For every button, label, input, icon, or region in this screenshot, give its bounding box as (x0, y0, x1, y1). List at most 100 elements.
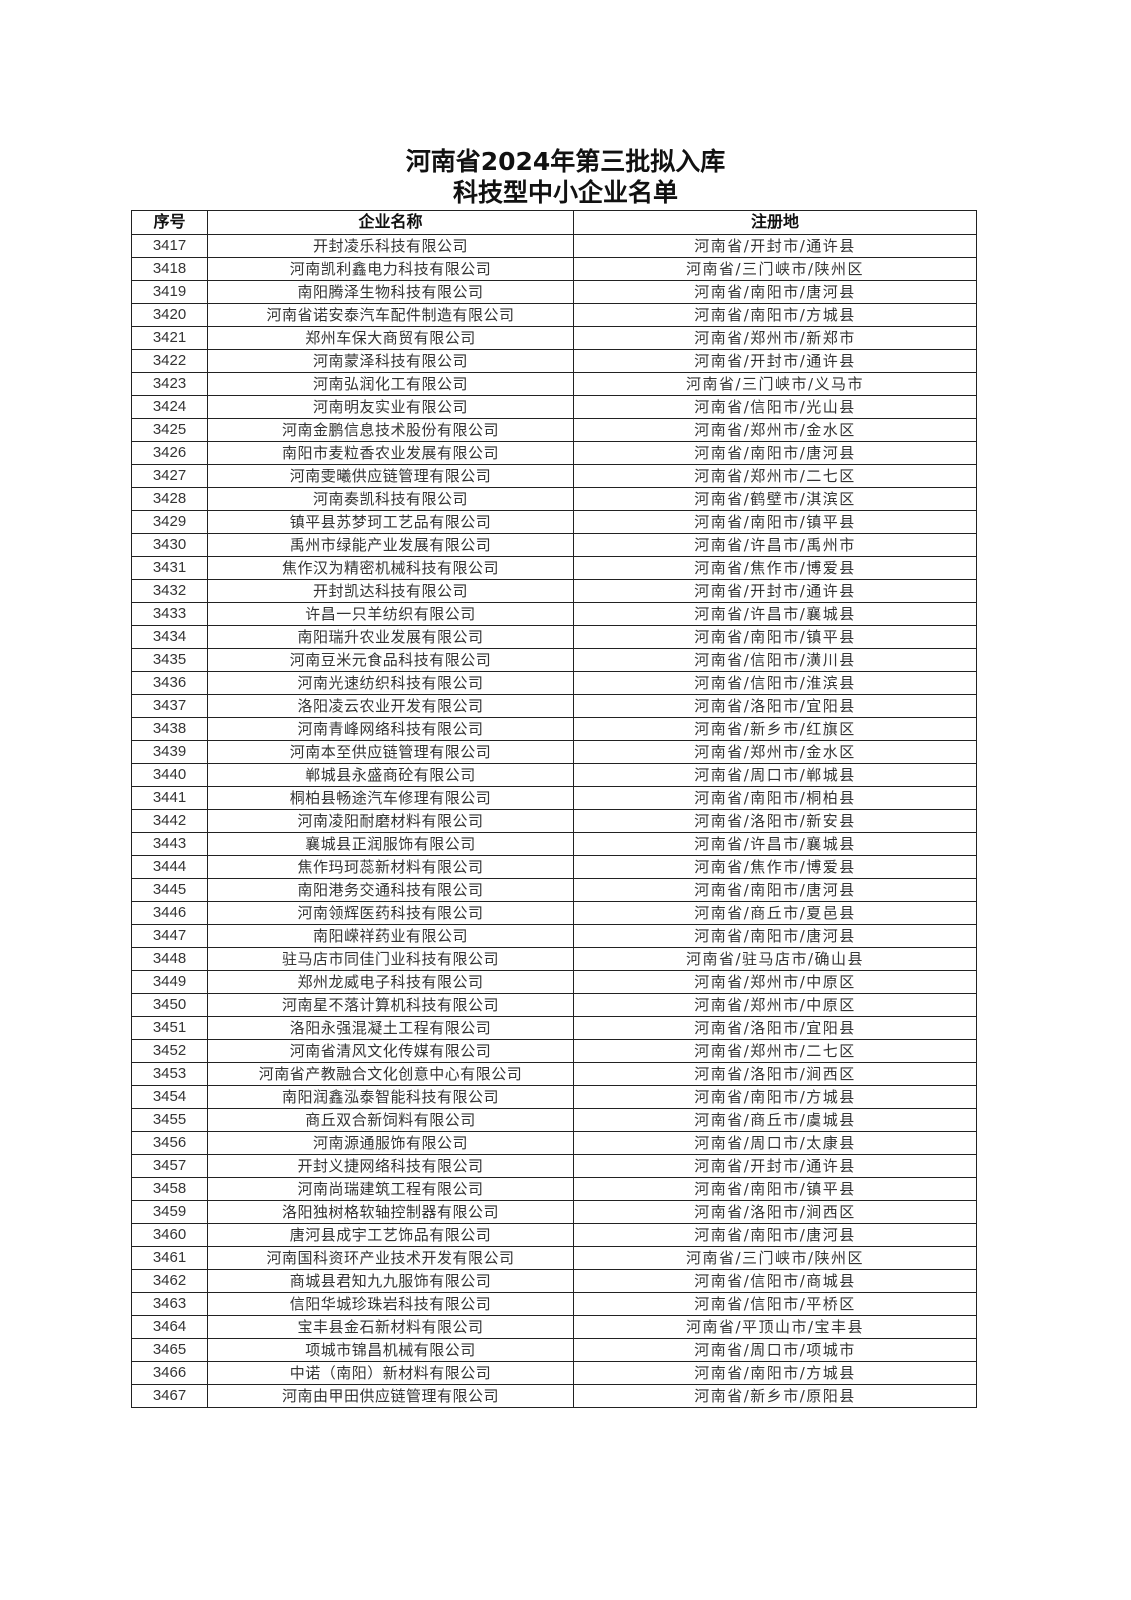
registered-location-cell: 河南省/信阳市/平桥区 (573, 1291, 977, 1316)
table-row: 3465 项城市锦昌机械有限公司 河南省/周口市/项城市 (131, 1337, 977, 1362)
company-name-cell: 河南源通服饰有限公司 (207, 1130, 574, 1155)
serial-number-cell: 3439 (131, 739, 208, 764)
serial-number-cell: 3436 (131, 670, 208, 695)
registered-location-cell: 河南省/信阳市/光山县 (573, 394, 977, 419)
registered-location-cell: 河南省/三门峡市/陕州区 (573, 256, 977, 281)
table-row: 3425 河南金鹏信息技术股份有限公司 河南省/郑州市/金水区 (131, 417, 977, 442)
company-name-cell: 洛阳凌云农业开发有限公司 (207, 693, 574, 718)
table-row: 3424 河南明友实业有限公司 河南省/信阳市/光山县 (131, 394, 977, 419)
table-row: 3446 河南领辉医药科技有限公司 河南省/商丘市/夏邑县 (131, 900, 977, 925)
registered-location-cell: 河南省/郑州市/金水区 (573, 739, 977, 764)
serial-number-cell: 3433 (131, 601, 208, 626)
table-row: 3462 商城县君知九九服饰有限公司 河南省/信阳市/商城县 (131, 1268, 977, 1293)
table-row: 3422 河南蒙泽科技有限公司 河南省/开封市/通许县 (131, 348, 977, 373)
serial-number-cell: 3425 (131, 417, 208, 442)
company-name-cell: 南阳瑞升农业发展有限公司 (207, 624, 574, 649)
serial-number-cell: 3467 (131, 1383, 208, 1408)
company-name-cell: 禹州市绿能产业发展有限公司 (207, 532, 574, 557)
table-row: 3433 许昌一只羊纺织有限公司 河南省/许昌市/襄城县 (131, 601, 977, 626)
serial-number-cell: 3426 (131, 440, 208, 465)
serial-number-cell: 3452 (131, 1038, 208, 1063)
serial-number-cell: 3451 (131, 1015, 208, 1040)
table-row: 3435 河南豆米元食品科技有限公司 河南省/信阳市/潢川县 (131, 647, 977, 672)
registered-location-cell: 河南省/洛阳市/宜阳县 (573, 693, 977, 718)
registered-location-cell: 河南省/商丘市/夏邑县 (573, 900, 977, 925)
company-name-cell: 洛阳永强混凝土工程有限公司 (207, 1015, 574, 1040)
registered-location-cell: 河南省/洛阳市/新安县 (573, 808, 977, 833)
table-row: 3464 宝丰县金石新材料有限公司 河南省/平顶山市/宝丰县 (131, 1314, 977, 1339)
serial-number-cell: 3448 (131, 946, 208, 971)
serial-number-cell: 3430 (131, 532, 208, 557)
company-name-cell: 河南青峰网络科技有限公司 (207, 716, 574, 741)
serial-number-cell: 3427 (131, 463, 208, 488)
company-name-cell: 开封凌乐科技有限公司 (207, 233, 574, 258)
table-row: 3427 河南雯曦供应链管理有限公司 河南省/郑州市/二七区 (131, 463, 977, 488)
registered-location-cell: 河南省/南阳市/方城县 (573, 1084, 977, 1109)
header-company-name: 企业名称 (207, 210, 574, 235)
serial-number-cell: 3422 (131, 348, 208, 373)
company-name-cell: 河南凌阳耐磨材料有限公司 (207, 808, 574, 833)
serial-number-cell: 3442 (131, 808, 208, 833)
table-row: 3441 桐柏县畅途汽车修理有限公司 河南省/南阳市/桐柏县 (131, 785, 977, 810)
registered-location-cell: 河南省/郑州市/中原区 (573, 992, 977, 1017)
table-row: 3456 河南源通服饰有限公司 河南省/周口市/太康县 (131, 1130, 977, 1155)
table-row: 3452 河南省清风文化传媒有限公司 河南省/郑州市/二七区 (131, 1038, 977, 1063)
serial-number-cell: 3432 (131, 578, 208, 603)
table-row: 3419 南阳腾泽生物科技有限公司 河南省/南阳市/唐河县 (131, 279, 977, 304)
registered-location-cell: 河南省/商丘市/虞城县 (573, 1107, 977, 1132)
table-row: 3418 河南凯利鑫电力科技有限公司 河南省/三门峡市/陕州区 (131, 256, 977, 281)
registered-location-cell: 河南省/焦作市/博爱县 (573, 854, 977, 879)
table-row: 3429 镇平县苏梦珂工艺品有限公司 河南省/南阳市/镇平县 (131, 509, 977, 534)
serial-number-cell: 3454 (131, 1084, 208, 1109)
document-title-line1: 河南省2024年第三批拟入库 (405, 147, 726, 176)
company-name-cell: 驻马店市同佳门业科技有限公司 (207, 946, 574, 971)
registered-location-cell: 河南省/驻马店市/确山县 (573, 946, 977, 971)
serial-number-cell: 3460 (131, 1222, 208, 1247)
serial-number-cell: 3466 (131, 1360, 208, 1385)
table-row: 3444 焦作玛珂蕊新材料有限公司 河南省/焦作市/博爱县 (131, 854, 977, 879)
registered-location-cell: 河南省/周口市/郸城县 (573, 762, 977, 787)
company-name-cell: 河南弘润化工有限公司 (207, 371, 574, 396)
enterprise-table: 序号 企业名称 注册地 3417 开封凌乐科技有限公司 河南省/开封市/通许县 341… (131, 210, 977, 1408)
registered-location-cell: 河南省/周口市/太康县 (573, 1130, 977, 1155)
company-name-cell: 河南省产教融合文化创意中心有限公司 (207, 1061, 574, 1086)
table-row: 3420 河南省诺安泰汽车配件制造有限公司 河南省/南阳市/方城县 (131, 302, 977, 327)
company-name-cell: 河南光速纺织科技有限公司 (207, 670, 574, 695)
company-name-cell: 河南奏凯科技有限公司 (207, 486, 574, 511)
company-name-cell: 南阳市麦粒香农业发展有限公司 (207, 440, 574, 465)
serial-number-cell: 3440 (131, 762, 208, 787)
table-row: 3439 河南本至供应链管理有限公司 河南省/郑州市/金水区 (131, 739, 977, 764)
registered-location-cell: 河南省/南阳市/唐河县 (573, 1222, 977, 1247)
table-row: 3438 河南青峰网络科技有限公司 河南省/新乡市/红旗区 (131, 716, 977, 741)
registered-location-cell: 河南省/洛阳市/涧西区 (573, 1199, 977, 1224)
registered-location-cell: 河南省/郑州市/金水区 (573, 417, 977, 442)
registered-location-cell: 河南省/开封市/通许县 (573, 348, 977, 373)
registered-location-cell: 河南省/三门峡市/义马市 (573, 371, 977, 396)
serial-number-cell: 3450 (131, 992, 208, 1017)
table-row: 3430 禹州市绿能产业发展有限公司 河南省/许昌市/禹州市 (131, 532, 977, 557)
registered-location-cell: 河南省/郑州市/新郑市 (573, 325, 977, 350)
registered-location-cell: 河南省/周口市/项城市 (573, 1337, 977, 1362)
registered-location-cell: 河南省/新乡市/红旗区 (573, 716, 977, 741)
registered-location-cell: 河南省/南阳市/方城县 (573, 1360, 977, 1385)
serial-number-cell: 3421 (131, 325, 208, 350)
company-name-cell: 唐河县成宇工艺饰品有限公司 (207, 1222, 574, 1247)
serial-number-cell: 3445 (131, 877, 208, 902)
table-row: 3436 河南光速纺织科技有限公司 河南省/信阳市/淮滨县 (131, 670, 977, 695)
registered-location-cell: 河南省/信阳市/淮滨县 (573, 670, 977, 695)
company-name-cell: 郑州龙威电子科技有限公司 (207, 969, 574, 994)
company-name-cell: 河南领辉医药科技有限公司 (207, 900, 574, 925)
serial-number-cell: 3431 (131, 555, 208, 580)
serial-number-cell: 3429 (131, 509, 208, 534)
registered-location-cell: 河南省/许昌市/襄城县 (573, 831, 977, 856)
serial-number-cell: 3455 (131, 1107, 208, 1132)
company-name-cell: 镇平县苏梦珂工艺品有限公司 (207, 509, 574, 534)
table-row: 3455 商丘双合新饲料有限公司 河南省/商丘市/虞城县 (131, 1107, 977, 1132)
serial-number-cell: 3435 (131, 647, 208, 672)
serial-number-cell: 3423 (131, 371, 208, 396)
company-name-cell: 焦作玛珂蕊新材料有限公司 (207, 854, 574, 879)
company-name-cell: 洛阳独树格软轴控制器有限公司 (207, 1199, 574, 1224)
header-serial-number: 序号 (131, 210, 208, 235)
registered-location-cell: 河南省/南阳市/镇平县 (573, 624, 977, 649)
registered-location-cell: 河南省/三门峡市/陕州区 (573, 1245, 977, 1270)
